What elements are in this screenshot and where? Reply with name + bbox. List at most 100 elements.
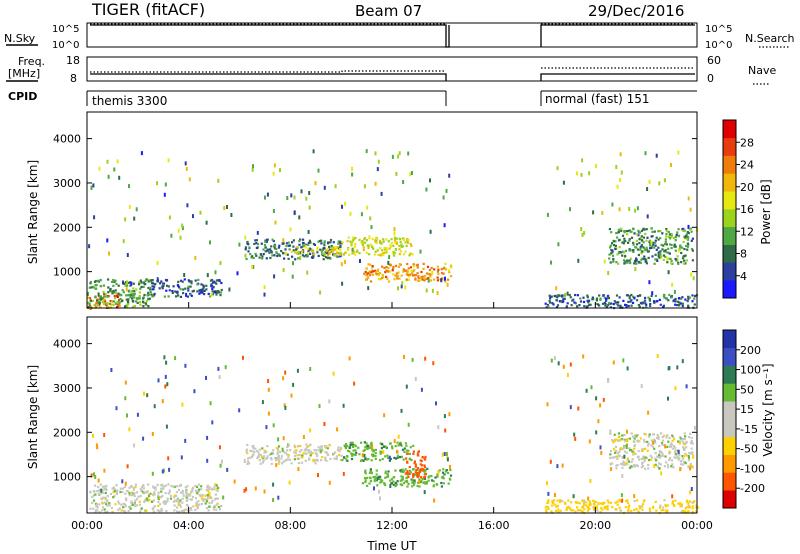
power-pixel	[617, 301, 620, 304]
velocity-pixel	[609, 463, 612, 466]
velocity-pixel	[91, 501, 94, 504]
power-pixel	[344, 251, 347, 254]
power-speckle	[448, 173, 451, 178]
velocity-pixel	[594, 505, 597, 508]
velocity-pixel	[691, 505, 694, 508]
velocity-pixel	[664, 455, 667, 458]
power-speckle	[341, 281, 344, 286]
power-pixel	[144, 302, 147, 305]
nsky-panel: N.Sky 10^5 10^0 10^5 10^0 N.Search	[4, 22, 795, 51]
power-speckle	[368, 235, 371, 240]
velocity-pixel	[572, 509, 575, 512]
velocity-pixel	[196, 492, 199, 495]
power-pixel	[302, 238, 305, 241]
power-speckle	[209, 240, 211, 245]
velocity-speckle	[342, 471, 345, 476]
velocity-pixel	[130, 502, 133, 505]
velocity-pixel	[657, 436, 660, 439]
power-pixel	[125, 298, 128, 301]
power-pixel	[665, 235, 668, 238]
power-pixel	[676, 300, 680, 303]
velocity-pixel	[442, 468, 445, 471]
power-pixel	[286, 253, 289, 256]
velocity-pixel	[247, 457, 250, 460]
velocity-pixel	[632, 465, 635, 468]
velocity-pixel	[401, 448, 405, 451]
velocity-pixel	[447, 471, 450, 475]
power-pixel	[244, 248, 247, 251]
velocity-pixel	[613, 439, 616, 442]
velocity-speckle	[553, 356, 556, 361]
velocity-speckle	[623, 454, 626, 459]
power-pixel	[112, 284, 115, 287]
velocity-pixel	[96, 490, 99, 493]
velocity-pixel	[663, 434, 666, 437]
power-pixel	[674, 297, 677, 301]
power-speckle	[393, 231, 396, 236]
velocity-pixel	[648, 509, 652, 512]
power-pixel	[288, 248, 291, 251]
power-pixel	[397, 265, 400, 268]
power-pixel	[636, 295, 639, 298]
power-pixel	[650, 235, 653, 238]
power-pixel	[130, 294, 133, 297]
velocity-pixel	[666, 510, 669, 513]
power-pixel	[116, 294, 119, 297]
velocity-colorbar-label: Velocity [m s⁻¹]	[761, 363, 775, 456]
power-pixel	[690, 230, 693, 233]
velocity-pixel	[581, 511, 584, 514]
velocity-pixel	[165, 501, 168, 504]
power-pixel	[168, 289, 171, 292]
power-pixel	[654, 253, 657, 256]
velocity-pixel	[147, 493, 151, 496]
velocity-pixel	[669, 445, 672, 449]
power-pixel	[643, 248, 646, 251]
velocity-pixel	[181, 497, 184, 500]
power-pixel	[645, 303, 648, 306]
velocity-pixel	[305, 443, 308, 446]
power-pixel	[657, 254, 660, 257]
velocity-pixel	[293, 451, 296, 454]
power-speckle	[427, 278, 430, 283]
power-pixel	[363, 237, 367, 240]
velocity-pixel	[94, 493, 97, 496]
power-speckle	[557, 242, 560, 247]
velocity-pixel	[140, 486, 144, 489]
power-pixel	[408, 275, 411, 278]
velocity-pixel	[668, 436, 671, 440]
velocity-pixel	[678, 457, 681, 460]
power-pixel	[266, 238, 269, 241]
power-pixel	[638, 238, 641, 241]
velocity-pixel	[546, 506, 549, 509]
power-pixel	[626, 294, 629, 297]
power-pixel	[142, 297, 145, 300]
power-pixel	[648, 244, 652, 247]
power-pixel	[287, 244, 290, 247]
velocity-pixel	[567, 499, 570, 502]
velocity-pixel	[257, 455, 260, 458]
power-pixel	[110, 290, 113, 293]
power-pixel	[686, 231, 689, 234]
velocity-pixel	[217, 486, 220, 490]
power-speckle	[217, 178, 220, 183]
velocity-speckle	[284, 405, 287, 410]
power-pixel	[619, 304, 622, 307]
velocity-pixel	[185, 503, 188, 507]
power-pixel	[605, 299, 608, 302]
velocity-pixel	[208, 487, 211, 490]
power-speckle	[181, 223, 184, 228]
power-pixel	[128, 293, 131, 296]
velocity-pixel	[371, 455, 374, 458]
velocity-pixel	[384, 472, 387, 475]
velocity-ytick-label: 3000	[53, 382, 81, 395]
power-pixel	[143, 293, 146, 297]
power-pixel	[635, 239, 638, 242]
velocity-pixel	[407, 482, 410, 486]
velocity-pixel	[403, 447, 406, 450]
power-pixel	[622, 242, 625, 245]
power-pixel	[618, 246, 621, 249]
velocity-pixel	[425, 482, 428, 485]
power-pixel	[633, 232, 636, 235]
power-pixel	[645, 246, 648, 249]
velocity-pixel	[689, 462, 692, 465]
